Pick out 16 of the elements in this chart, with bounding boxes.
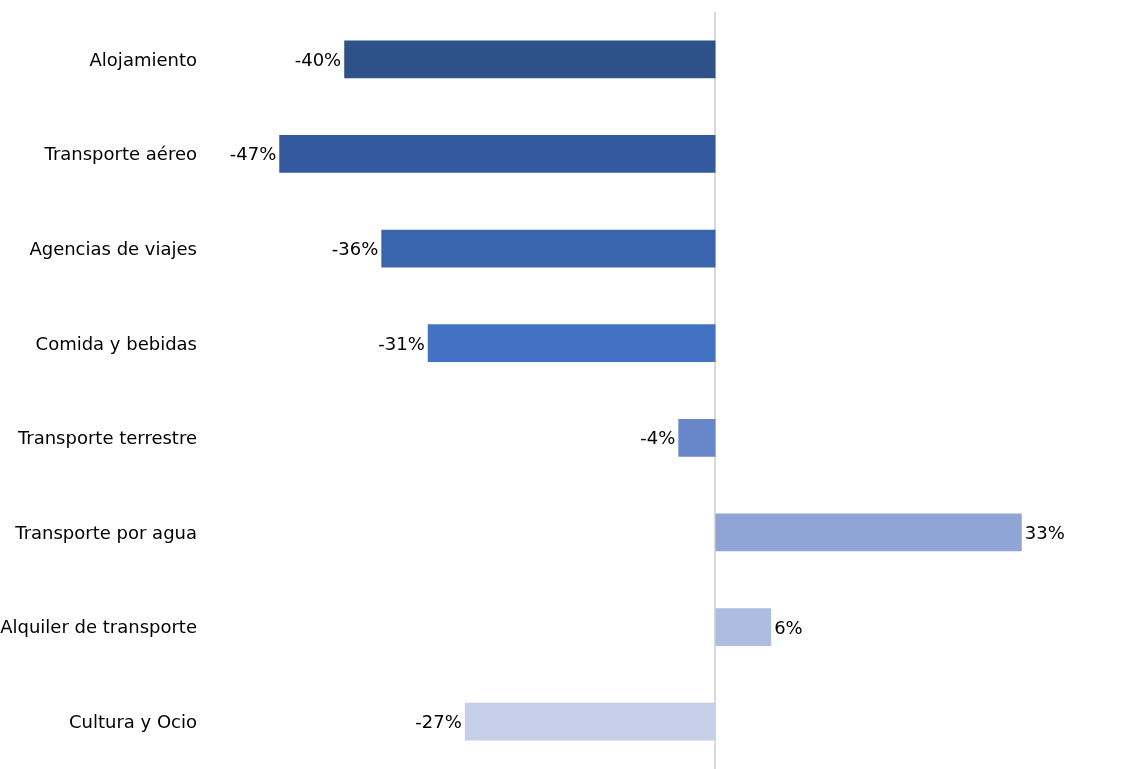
data-label: 33% [1024,521,1065,543]
y-tick-label: Alojamiento [89,48,197,70]
y-tick-label: Alquiler de transporte [0,616,197,638]
y-tick-label: Agencias de viajes [29,237,197,259]
data-label: -27% [415,711,462,733]
data-label: -47% [229,143,277,165]
y-tick-label: Comida y bebidas [35,332,197,354]
data-label: -40% [294,48,342,70]
y-tick-label: Transporte por agua [14,521,197,543]
data-label: 6% [774,616,803,638]
data-label: -4% [640,427,676,449]
y-tick-label: Transporte aéreo [43,143,197,165]
data-label: -31% [378,332,425,354]
data-label: -36% [331,238,379,260]
y-tick-label: Transporte terrestre [16,427,197,449]
y-tick-label: Cultura y Ocio [68,710,197,732]
